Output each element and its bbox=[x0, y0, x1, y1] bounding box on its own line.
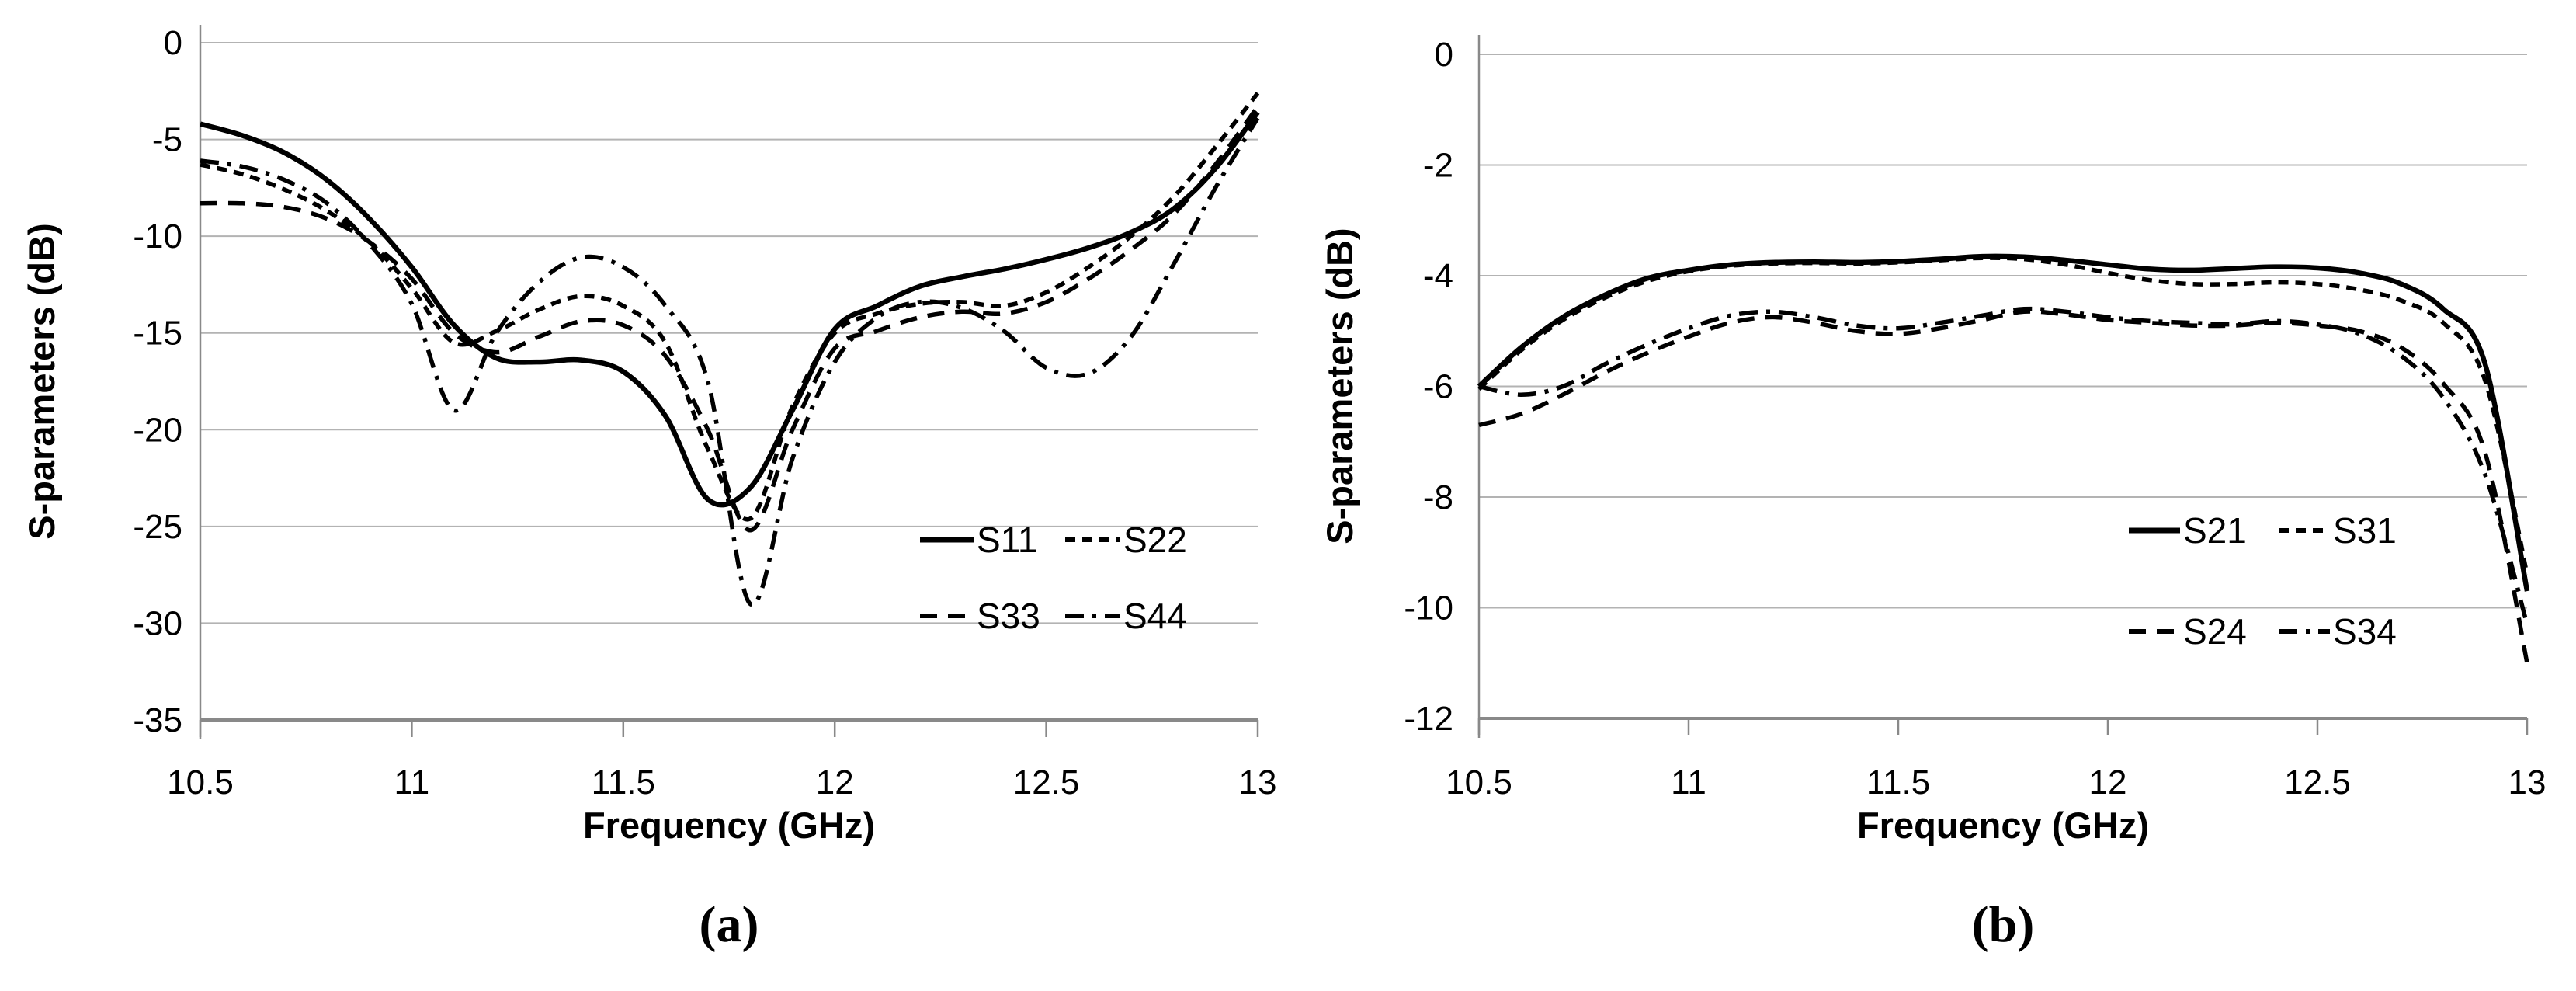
panel-a-y-tick-label: -35 bbox=[133, 701, 182, 739]
panel-a-legend: S11 S22 S33 S44 bbox=[920, 520, 1187, 636]
panel-a-legend-label-S22: S22 bbox=[1123, 520, 1187, 560]
panel-a-series-S11-curve bbox=[200, 110, 1260, 508]
panel-b: 0 -2 -4 -6 -8 -10 -12 10.5 11 11.5 12 12.5 13 S21 S31… bbox=[1319, 35, 2546, 953]
panel-a-y-tick-label: -30 bbox=[133, 604, 182, 642]
panel-b-x-tick-label: 12.5 bbox=[2284, 763, 2351, 801]
panel-b-x-tick-label: 12 bbox=[2089, 763, 2127, 801]
panel-a-tick-labels: 0 -5 -10 -15 -20 -25 -30 -35 10.5 11 11.5 12 12.5 13 bbox=[133, 24, 1276, 801]
panel-b-legend-label-S34: S34 bbox=[2333, 611, 2397, 652]
panel-a-x-tick-label: 11 bbox=[394, 763, 430, 801]
panel-a-legend-label-S11: S11 bbox=[977, 520, 1037, 560]
panel-b-legend-label-S21: S21 bbox=[2183, 510, 2247, 551]
panel-b-y-tick-label: -4 bbox=[1423, 257, 1453, 295]
panel-b-x-tick-label: 13 bbox=[2508, 763, 2546, 801]
panel-a-y-tick-label: -20 bbox=[133, 411, 182, 449]
panel-b-x-tick-label: 11 bbox=[1671, 763, 1706, 801]
panel-b-legend-label-S31: S31 bbox=[2333, 510, 2397, 551]
panel-b-y-tick-label: -12 bbox=[1404, 700, 1453, 738]
panel-a-curves bbox=[200, 92, 1260, 607]
panel-a-y-tick-label: -10 bbox=[133, 217, 182, 256]
panel-b-legend: S21 S31 S24 S34 bbox=[2129, 510, 2397, 652]
panel-b-y-tick-label: -2 bbox=[1423, 147, 1453, 185]
panel-a-x-tick-label: 11.5 bbox=[592, 763, 655, 801]
panel-a-x-axis-title: Frequency (GHz) bbox=[583, 805, 875, 846]
panel-a-x-tick-label: 12.5 bbox=[1013, 763, 1080, 801]
panel-b-series-S34-curve bbox=[1478, 306, 2529, 625]
panel-a-y-tick-label: 0 bbox=[164, 24, 182, 62]
panel-b-y-axis-title: S-parameters (dB) bbox=[1319, 228, 1360, 544]
panel-b-tick-labels: 0 -2 -4 -6 -8 -10 -12 10.5 11 11.5 12 12.5 13 bbox=[1404, 36, 2546, 801]
panel-a-y-tick-label: -5 bbox=[152, 121, 182, 159]
panel-b-legend-label-S24: S24 bbox=[2183, 611, 2247, 652]
panel-a-axes bbox=[199, 25, 1259, 739]
panel-b-x-tick-label: 11.5 bbox=[1866, 763, 1930, 801]
panel-a-series-S33-curve bbox=[200, 105, 1260, 533]
panel-a-x-tick-label: 10.5 bbox=[167, 763, 234, 801]
panel-a-legend-label-S33: S33 bbox=[977, 596, 1040, 636]
panel-b-y-tick-label: 0 bbox=[1435, 36, 1453, 74]
panel-b-curves bbox=[1477, 253, 2530, 664]
panel-a-x-tick-label: 13 bbox=[1239, 763, 1277, 801]
panel-b-caption: (b) bbox=[1972, 896, 2035, 953]
panel-a-caption: (a) bbox=[700, 896, 759, 953]
panel-a-y-axis-title: S-parameters (dB) bbox=[21, 223, 62, 539]
panel-b-y-tick-label: -10 bbox=[1404, 589, 1453, 628]
panel-a-y-tick-label: -15 bbox=[133, 315, 182, 353]
panel-b-series-S24-curve bbox=[1478, 309, 2529, 664]
panel-a-series-S44-curve bbox=[200, 116, 1260, 607]
panel-a-y-tick-label: -25 bbox=[133, 508, 182, 546]
panel-b-x-tick-label: 10.5 bbox=[1446, 763, 1512, 801]
panel-a-legend-label-S44: S44 bbox=[1123, 596, 1187, 636]
panel-b-series-S21-curve bbox=[1477, 253, 2530, 592]
panel-b-y-tick-label: -8 bbox=[1423, 478, 1453, 516]
panel-b-x-axis-title: Frequency (GHz) bbox=[1857, 805, 2149, 846]
panel-a-gridlines bbox=[200, 42, 1258, 624]
panel-b-series-S31-curve bbox=[1477, 256, 2529, 575]
panel-a-x-tick-label: 12 bbox=[816, 763, 854, 801]
panel-b-y-tick-label: -6 bbox=[1423, 368, 1453, 406]
